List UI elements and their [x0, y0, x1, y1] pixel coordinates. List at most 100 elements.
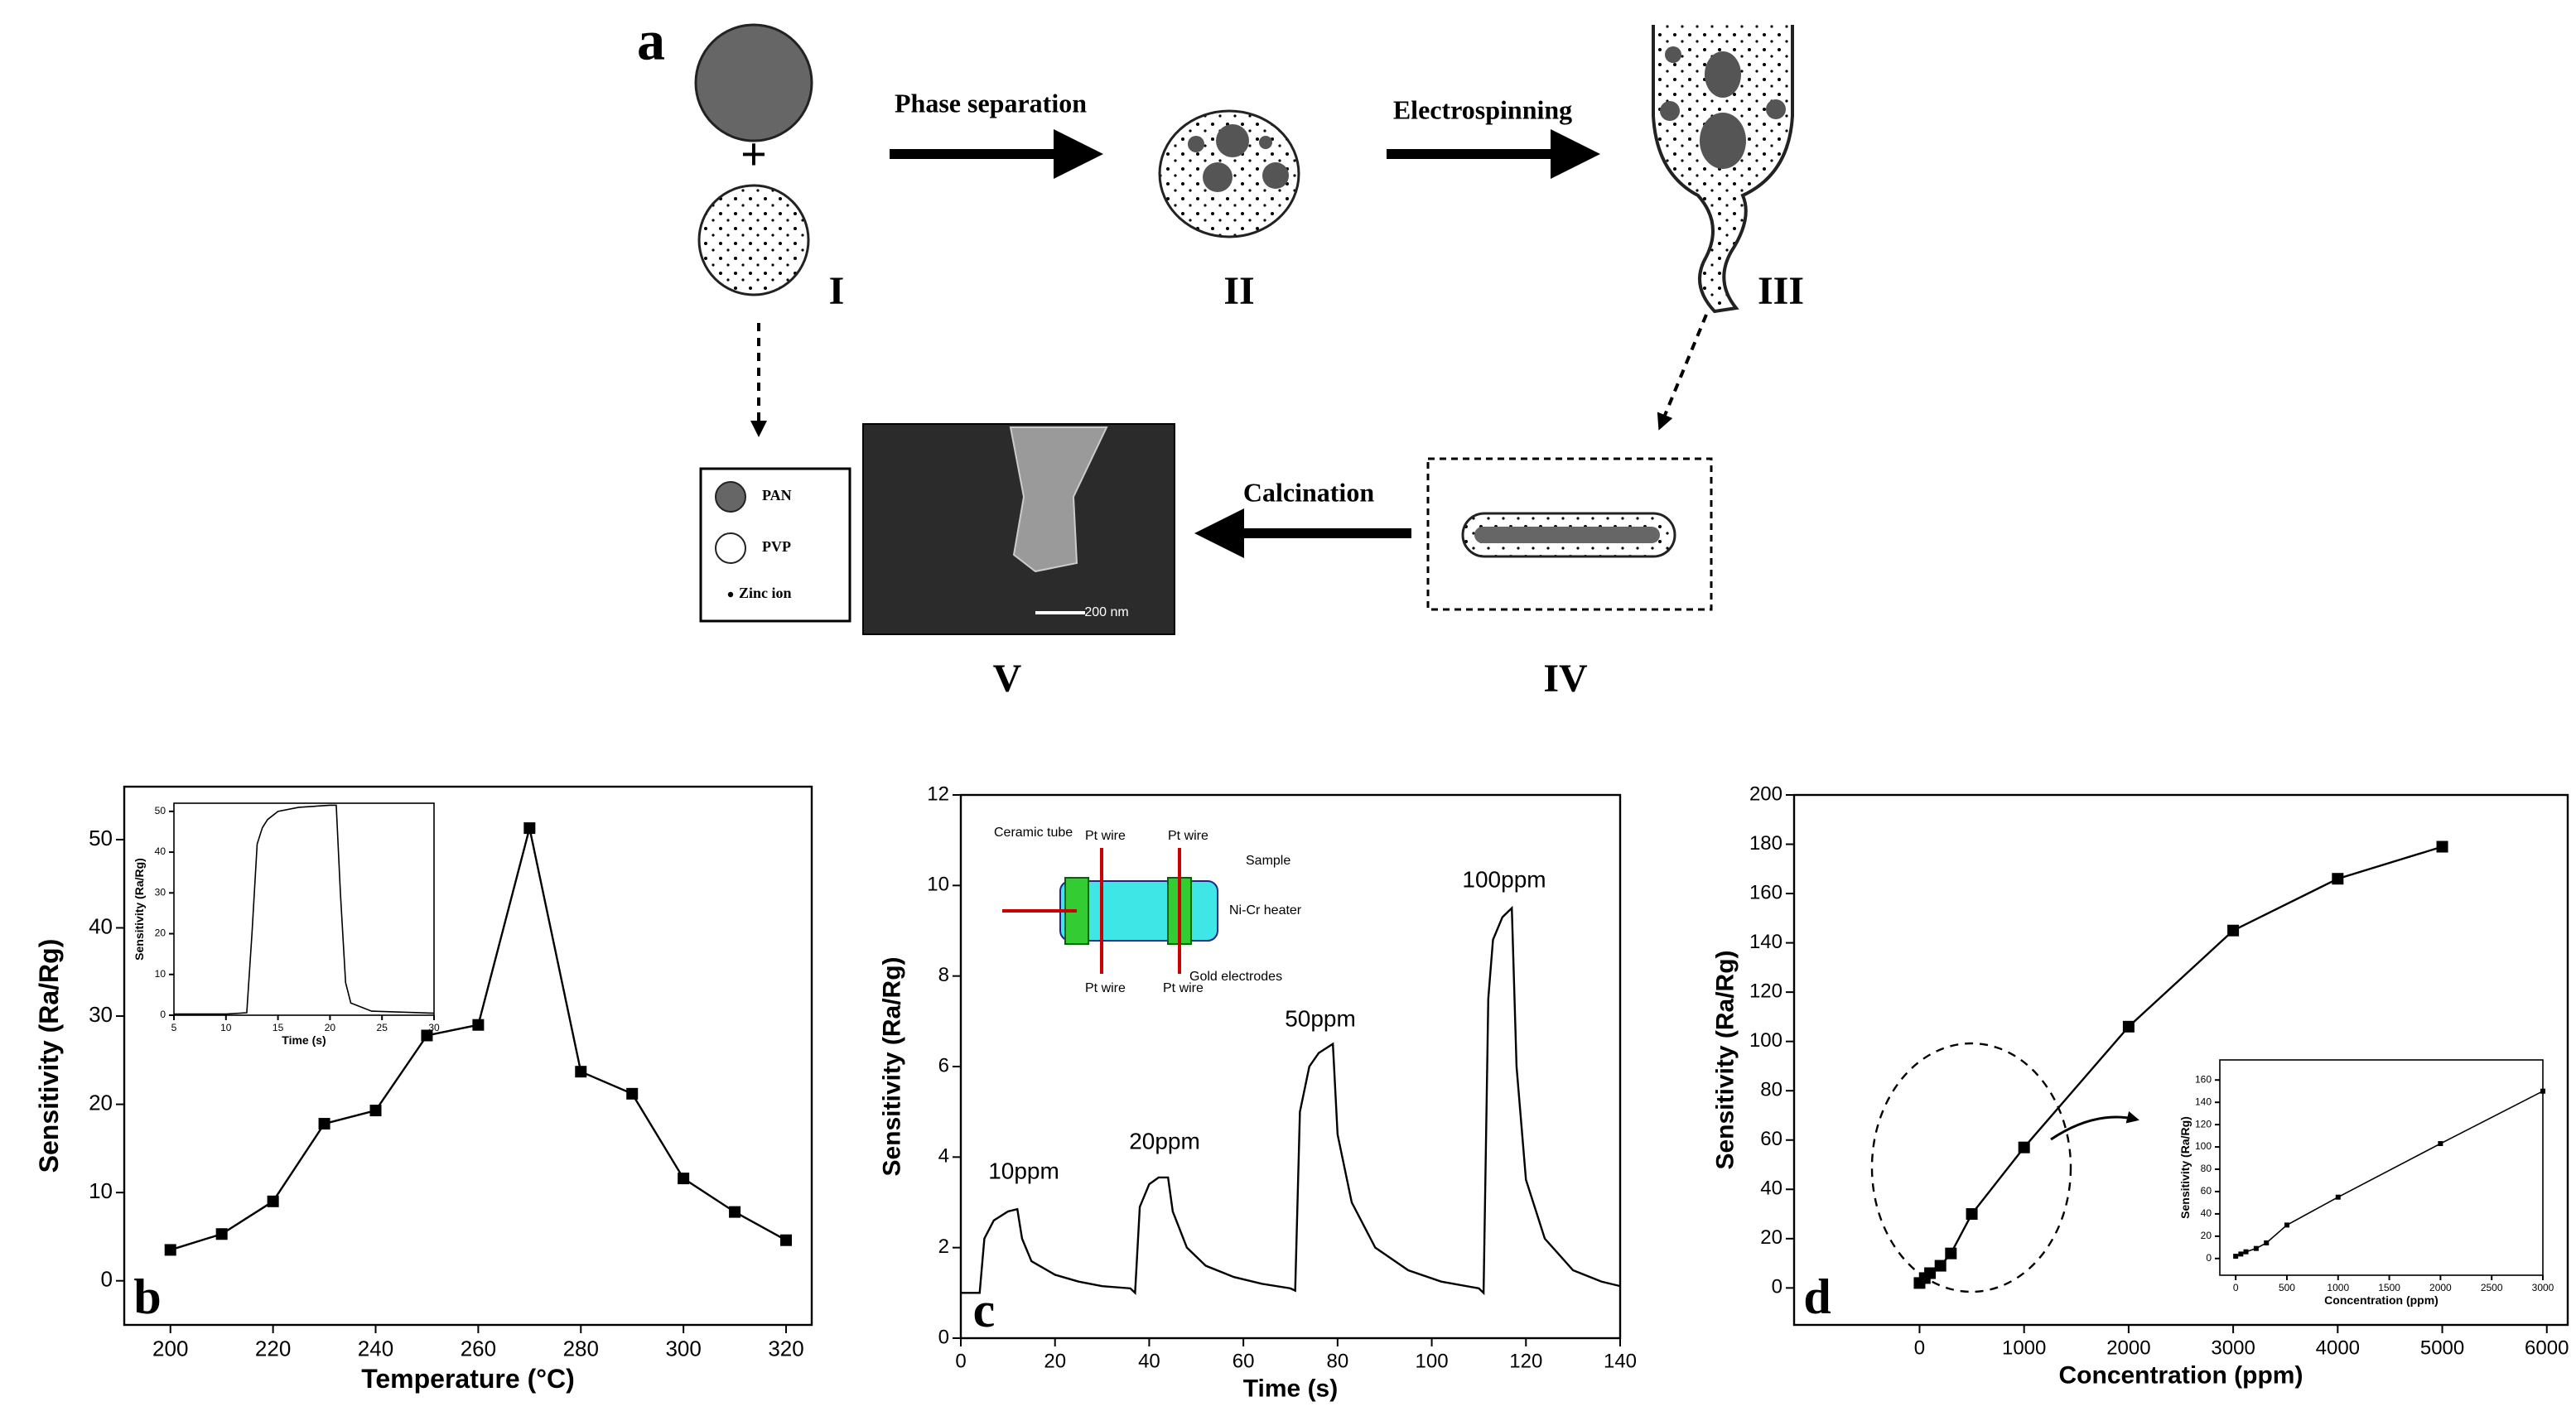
data-point — [2284, 1222, 2289, 1228]
data-point — [2332, 873, 2344, 885]
y-tick-label: 40 — [89, 913, 113, 938]
y-tick-label: 160 — [2195, 1073, 2212, 1085]
inclusion — [1262, 162, 1289, 189]
data-line — [961, 905, 1621, 1296]
x-tick-label: 3000 — [2211, 1337, 2255, 1360]
stage-label: IV — [1543, 657, 1588, 701]
zoom-circle — [1870, 1042, 2072, 1293]
y-tick-label: 0 — [1772, 1276, 1782, 1298]
data-point — [2540, 1088, 2545, 1094]
y-tick-label: 40 — [2201, 1207, 2212, 1219]
panel-letter: a — [637, 9, 665, 72]
data-point — [215, 1228, 228, 1240]
x-tick-label: 5 — [171, 1022, 177, 1033]
plot-frame — [1792, 793, 2569, 1327]
plot-frame — [173, 802, 435, 1016]
y-tick-label: 40 — [1760, 1178, 1782, 1200]
y-tick-label: 0 — [160, 1009, 166, 1020]
x-axis-label: Time (s) — [282, 1033, 326, 1047]
x-tick-label: 4000 — [2316, 1337, 2360, 1360]
legend-swatch — [727, 591, 734, 598]
inclusion — [1259, 136, 1272, 149]
y-tick-label: 4 — [938, 1145, 949, 1168]
schematic-label: Ni-Cr heater — [1229, 903, 1302, 918]
x-tick-label: 20 — [1044, 1351, 1066, 1373]
data-point — [2238, 1251, 2244, 1257]
schematic-label: Sample — [1246, 854, 1290, 868]
data-point — [2264, 1240, 2270, 1245]
x-tick-label: 0 — [2233, 1282, 2239, 1293]
y-axis-label: Sensitivity (Ra/Rg) — [1711, 950, 1739, 1169]
x-tick-label: 60 — [1233, 1351, 1255, 1373]
x-tick-label: 320 — [768, 1337, 803, 1361]
y-tick-label: 180 — [1749, 832, 1782, 855]
inclusion — [1766, 99, 1786, 119]
y-tick-label: 50 — [155, 805, 166, 816]
y-axis-label: Sensitivity (Ra/Rg) — [133, 858, 146, 961]
inclusion — [1216, 124, 1249, 157]
x-tick-label: 280 — [563, 1337, 599, 1361]
data-point — [2233, 1254, 2239, 1259]
x-tick-label: 200 — [152, 1337, 188, 1361]
data-point — [1934, 1259, 1946, 1272]
y-tick-label: 12 — [927, 783, 949, 805]
x-tick-label: 80 — [1327, 1351, 1349, 1373]
data-point — [1966, 1208, 1978, 1221]
y-tick-label: 50 — [89, 826, 113, 850]
data-point — [318, 1118, 330, 1130]
x-tick-label: 220 — [255, 1337, 291, 1361]
data-point — [2436, 840, 2448, 853]
legend-label: PVP — [762, 538, 791, 555]
y-tick-label: 120 — [2195, 1118, 2212, 1129]
data-point — [780, 1234, 793, 1246]
x-tick-label: 5000 — [2420, 1337, 2464, 1360]
y-axis-label: Sensitivity (Ra/Rg) — [34, 939, 64, 1173]
y-tick-label: 8 — [938, 964, 949, 986]
panel-letter: b — [133, 1269, 161, 1324]
dashed-box — [1426, 457, 1713, 611]
diagram: a + I Phase separation II Electrospinnin… — [637, 9, 1804, 701]
data-point — [1945, 1247, 1957, 1259]
stage-label: III — [1758, 269, 1804, 313]
annotation: 50ppm — [1285, 1005, 1356, 1031]
x-tick-label: 10 — [220, 1022, 232, 1033]
x-tick-label: 40 — [1138, 1351, 1160, 1373]
plus: + — [740, 129, 767, 181]
inclusion — [1665, 46, 1681, 63]
pan-sphere — [694, 23, 813, 142]
x-tick-label: 300 — [665, 1337, 701, 1361]
x-tick-label: 240 — [358, 1337, 393, 1361]
x-tick-label: 100 — [1416, 1351, 1449, 1373]
data-point — [472, 1019, 485, 1031]
legend-swatch — [715, 532, 746, 564]
x-tick-label: 1500 — [2378, 1282, 2400, 1293]
step-label: Calcination — [1243, 477, 1374, 507]
inclusion — [1188, 136, 1204, 152]
x-tick-label: 2500 — [2481, 1282, 2503, 1293]
fiber-core — [1474, 527, 1660, 543]
y-tick-label: 30 — [155, 886, 166, 898]
x-tick-label: 0 — [955, 1351, 966, 1373]
x-axis-label: Time (s) — [1243, 1375, 1338, 1402]
x-axis-label: Concentration (ppm) — [2059, 1361, 2303, 1389]
data-point — [2122, 1020, 2135, 1033]
x-tick-label: 2000 — [2106, 1337, 2150, 1360]
y-tick-label: 200 — [1749, 783, 1782, 805]
data-point — [626, 1087, 639, 1100]
schematic-label: Ceramic tube — [994, 826, 1073, 840]
x-tick-label: 25 — [377, 1022, 388, 1033]
data-point — [678, 1173, 690, 1185]
step-label: Phase separation — [895, 88, 1087, 118]
y-tick-label: 40 — [155, 845, 166, 857]
stage-label: II — [1223, 269, 1254, 313]
y-tick-label: 6 — [938, 1054, 949, 1076]
annotation: 100ppm — [1462, 866, 1546, 892]
data-point — [1924, 1267, 1937, 1279]
data-point — [575, 1066, 587, 1078]
panel-letter: d — [1803, 1269, 1831, 1324]
annotation: 10ppm — [988, 1158, 1059, 1183]
y-tick-label: 100 — [2195, 1140, 2212, 1152]
schematic-label: Pt wire — [1163, 981, 1204, 995]
y-tick-label: 60 — [1760, 1128, 1782, 1150]
